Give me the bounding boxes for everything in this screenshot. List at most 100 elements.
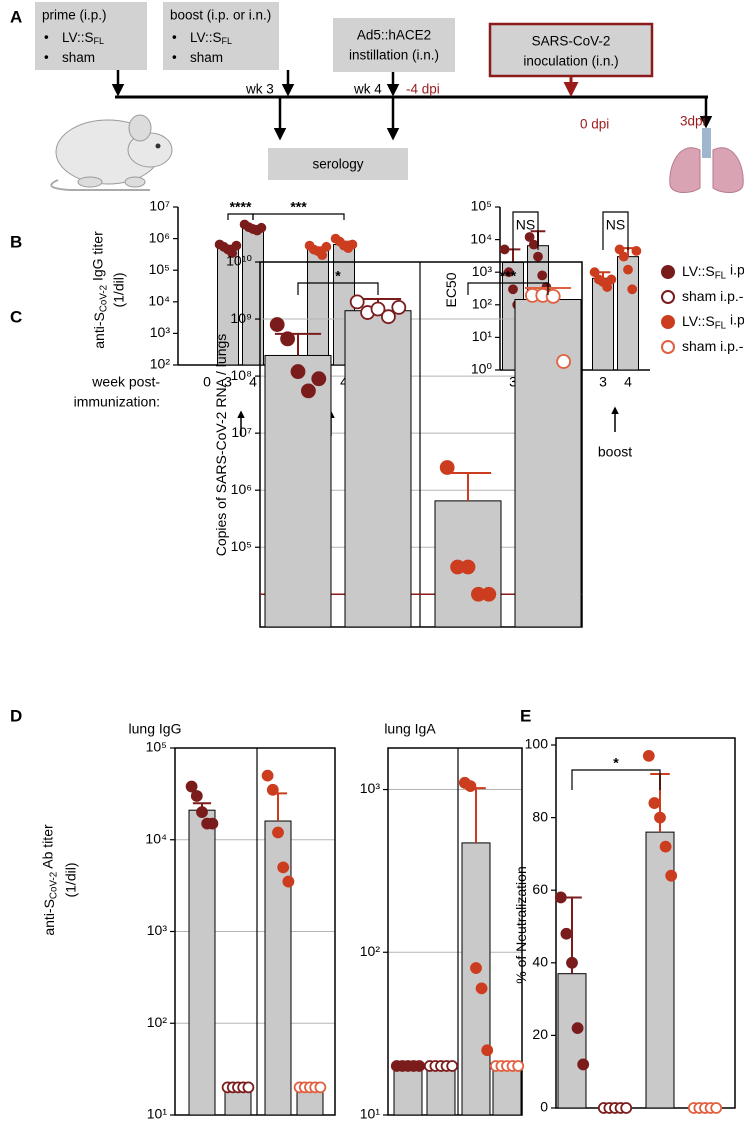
lung-icon (669, 128, 744, 193)
data-point (481, 586, 497, 602)
data-point (631, 246, 642, 256)
text: IgG titer (89, 231, 105, 285)
box-title: prime (i.p.) (42, 8, 107, 23)
data-point (589, 267, 600, 278)
bar (426, 1065, 456, 1116)
timeline-label: 3dpi (680, 114, 706, 129)
y-tick-label: 10² (150, 356, 171, 372)
significance-label: *** (290, 199, 307, 215)
data-point (648, 797, 661, 809)
data-point (266, 783, 279, 796)
prime-box (35, 2, 147, 70)
text: Ab titer (39, 824, 55, 872)
data-point (190, 790, 203, 802)
data-point (528, 239, 539, 250)
significance-label: NS (606, 217, 625, 233)
x-note: boost (598, 444, 632, 460)
y-tick-label: 10¹ (147, 1106, 168, 1122)
x-tick-label: 3 (509, 374, 517, 390)
panel-label: B (10, 232, 22, 251)
x-tick-label: 4 (340, 374, 348, 390)
data-point (554, 891, 567, 904)
subscript: CoV-2 (98, 285, 109, 312)
data-point (545, 288, 561, 304)
data-point (269, 317, 285, 332)
bar (393, 1065, 423, 1116)
text: i.p.-i.n (726, 311, 744, 327)
significance-label: NS (516, 217, 535, 233)
bar (492, 1065, 522, 1116)
bar (592, 277, 614, 371)
x-tick-label: 0 (203, 374, 211, 390)
significance-bracket (467, 282, 549, 295)
x-axis-label: week post- (91, 374, 160, 390)
y-axis-label: EC50 (443, 272, 459, 307)
y-tick-label: 10³ (147, 922, 168, 938)
significance-bracket (252, 213, 345, 220)
y-tick-label: 10⁴ (148, 293, 170, 309)
x-tick-label: 4 (624, 374, 632, 390)
data-point (413, 1060, 426, 1072)
data-point (391, 300, 407, 315)
y-tick-label: 10⁸ (231, 367, 253, 383)
legend-marker (661, 290, 675, 304)
chart-title: lung IgG (129, 721, 182, 737)
y-tick-label: 10⁷ (231, 424, 252, 440)
significance-bracket (227, 213, 254, 220)
data-point (185, 780, 198, 793)
box-item: LV::SFL (62, 30, 104, 47)
data-point (710, 1102, 723, 1114)
legend-label: sham i.p.-i.p. (682, 288, 744, 304)
data-point (439, 460, 455, 475)
y-tick-label: 10² (147, 1014, 168, 1030)
box-item: LV::SFL (190, 30, 232, 47)
bar (307, 249, 329, 366)
ad5-box (333, 18, 455, 72)
bar (461, 842, 491, 1116)
subscript: FL (715, 320, 727, 331)
sars-box (488, 22, 654, 78)
significance-label: * (613, 755, 619, 771)
bar (264, 354, 332, 628)
box-text: SARS-CoV-2 (532, 34, 611, 49)
data-point (524, 232, 535, 242)
error-bar (444, 472, 492, 501)
subscript: FL (94, 36, 105, 46)
y-tick-label: 10⁵ (231, 538, 252, 554)
data-point (614, 244, 625, 255)
legend-label: LV::SFL i.p.-i.n (682, 311, 744, 331)
text: EC50 (443, 272, 459, 307)
box-item: sham (190, 50, 223, 65)
panel-label: C (10, 307, 22, 326)
plot-frame (387, 747, 523, 1116)
significance-label: **** (230, 199, 252, 215)
data-point (317, 250, 328, 261)
data-point (654, 811, 666, 824)
text: anti-S (91, 312, 107, 349)
y-tick-label: 10² (360, 943, 381, 959)
data-point (618, 251, 629, 262)
data-point (314, 1081, 327, 1094)
text: sham i.p.-i.p. (682, 288, 744, 304)
legend-marker (661, 265, 675, 279)
y-tick-label: 10⁵ (471, 198, 492, 214)
y-axis-label: anti-SCoV-2 IgG titer (89, 231, 109, 349)
legend-marker (661, 315, 675, 329)
data-point (475, 982, 488, 995)
y-tick-label: 100 (525, 736, 549, 752)
significance-bracket (512, 211, 539, 250)
timeline-label: -4 dpi (406, 82, 440, 97)
y-axis-label: (1/dil) (111, 272, 127, 307)
timeline-diagram: prime (i.p.) • LV::SFL • sham boost (i.p… (35, 2, 744, 193)
bar (557, 973, 587, 1109)
significance-label: *** (500, 268, 517, 284)
y-tick-label: 20 (532, 1026, 548, 1042)
box-text: Ad5::hACE2 (357, 28, 431, 43)
plot-frame (174, 747, 336, 1116)
data-point (231, 240, 242, 251)
data-point (460, 559, 476, 575)
y-tick-label: 10³ (150, 324, 171, 340)
data-point (370, 301, 386, 317)
y-tick-label: 10⁶ (149, 229, 170, 245)
data-point (261, 769, 274, 782)
